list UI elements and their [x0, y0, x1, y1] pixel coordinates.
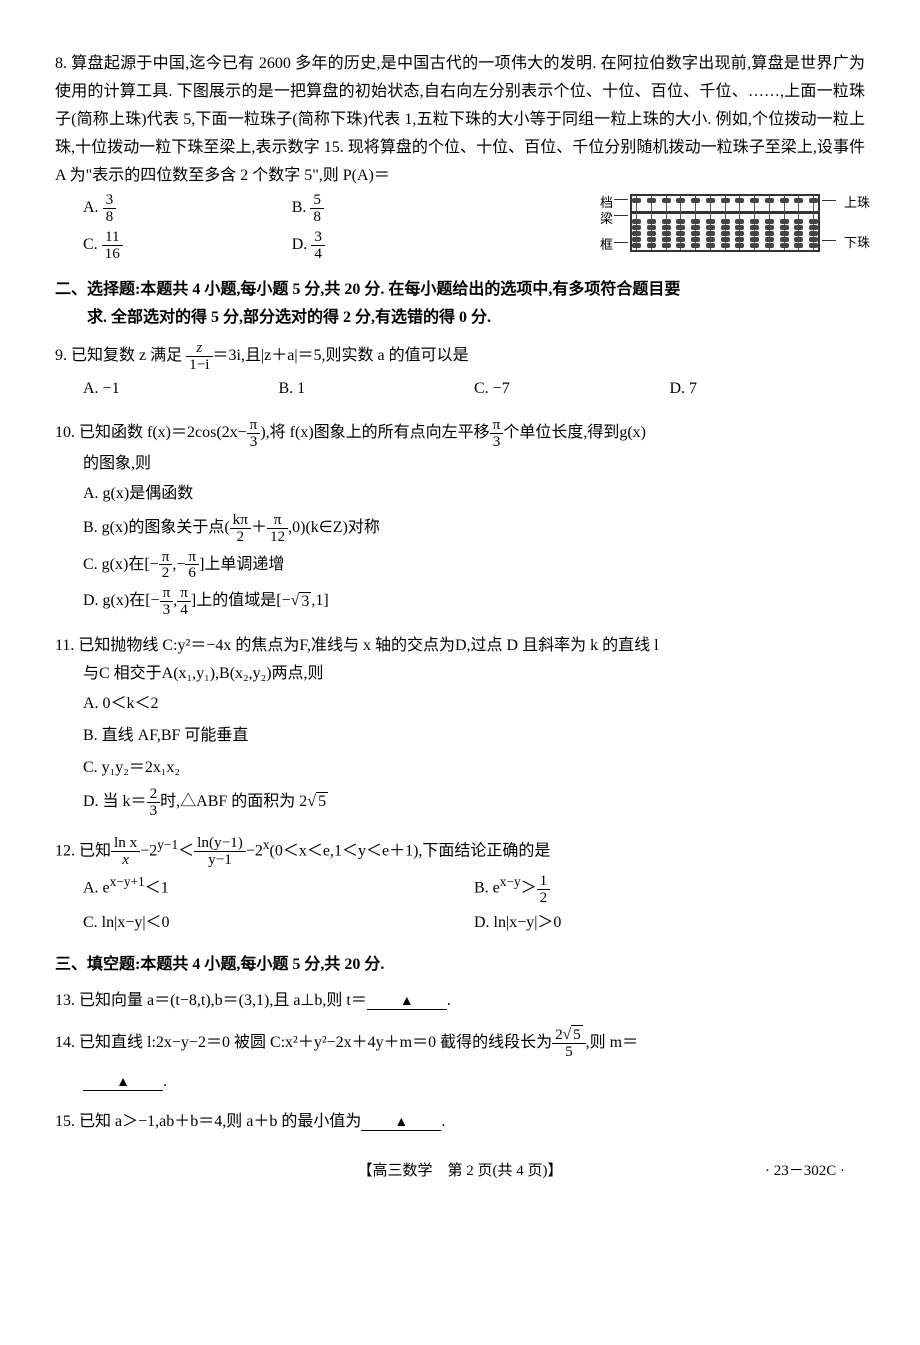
- question-8: 8. 算盘起源于中国,迄今已有 2600 多年的历史,是中国古代的一项伟大的发明…: [55, 50, 865, 264]
- q13-blank: ▲: [367, 993, 447, 1010]
- abacus-diagram: 档 梁 框 上珠 下珠: [600, 192, 865, 256]
- q11-stem1: 11. 已知抛物线 C:y²＝−4x 的焦点为F,准线与 x 轴的交点为D,过点…: [55, 632, 865, 660]
- q10-opt-c: C. g(x)在[−π2,−π6]上单调递增: [83, 547, 865, 584]
- q10-stem: 10. 已知函数 f(x)＝2cos(2x−π3),将 f(x)图象上的所有点向…: [55, 417, 865, 450]
- q9-stem: 9. 已知复数 z 满足 z1−i＝3i,且|z＋a|＝5,则实数 a 的值可以…: [55, 340, 865, 373]
- question-13: 13. 已知向量 a＝(t−8,t),b＝(3,1),且 a⊥b,则 t＝▲.: [55, 987, 865, 1015]
- q12-opt-b: B. ex−y＞12: [474, 868, 865, 907]
- question-9: 9. 已知复数 z 满足 z1−i＝3i,且|z＋a|＝5,则实数 a 的值可以…: [55, 340, 865, 405]
- q14-blank: ▲: [83, 1074, 163, 1091]
- question-11: 11. 已知抛物线 C:y²＝−4x 的焦点为F,准线与 x 轴的交点为D,过点…: [55, 632, 865, 821]
- q10-opt-d: D. g(x)在[−π3,π4]上的值域是[−√3,1]: [83, 583, 865, 620]
- q12-opt-a: A. ex−y+1＜1: [83, 868, 474, 907]
- q9-opt-b: B. 1: [279, 373, 475, 405]
- q15-blank: ▲: [361, 1114, 441, 1131]
- abacus-label-down: 下珠: [844, 232, 870, 255]
- abacus-frame: [630, 194, 820, 252]
- q12-opt-d: D. ln|x−y|＞0: [474, 907, 865, 939]
- question-14: 14. 已知直线 l:2x−y−2＝0 被圆 C:x²＋y²−2x＋4y＋m＝0…: [55, 1027, 865, 1096]
- section-2-header: 二、选择题:本题共 4 小题,每小题 5 分,共 20 分. 在每小题给出的选项…: [55, 276, 865, 332]
- abacus-label-kuang: 框: [600, 234, 613, 257]
- q8-opt-b: B. 58: [292, 190, 501, 227]
- q12-opt-c: C. ln|x−y|＜0: [83, 907, 474, 939]
- page-footer: 【高三数学 第 2 页(共 4 页)】 · 23－302C ·: [55, 1158, 865, 1184]
- q9-opt-d: D. 7: [670, 373, 866, 405]
- q10-opt-b: B. g(x)的图象关于点(kπ2＋π12,0)(k∈Z)对称: [83, 510, 865, 547]
- abacus-label-up: 上珠: [844, 192, 870, 215]
- question-15: 15. 已知 a＞−1,ab＋b＝4,则 a＋b 的最小值为▲.: [55, 1108, 865, 1136]
- q11-stem2: 与C 相交于A(x₁,y₁),B(x₂,y₂)两点,则: [55, 660, 865, 688]
- q12-stem: 12. 已知ln xx−2y−1＜ln(y−1)y−1−2x(0＜x＜e,1＜y…: [55, 833, 865, 868]
- q8-opt-a: A. 38: [83, 190, 292, 227]
- footer-page-info: 【高三数学 第 2 页(共 4 页)】: [215, 1158, 705, 1184]
- q10-opt-a: A. g(x)是偶函数: [83, 478, 865, 510]
- q8-stem: 8. 算盘起源于中国,迄今已有 2600 多年的历史,是中国古代的一项伟大的发明…: [55, 50, 865, 190]
- q8-options-block: A. 38 B. 58 C. 1116 D. 34 档 梁 框 上珠 下珠: [55, 190, 865, 264]
- question-10: 10. 已知函数 f(x)＝2cos(2x−π3),将 f(x)图象上的所有点向…: [55, 417, 865, 621]
- q11-opt-b: B. 直线 AF,BF 可能垂直: [83, 720, 865, 752]
- footer-code: · 23－302C ·: [705, 1158, 845, 1184]
- q8-opt-d: D. 34: [292, 227, 501, 264]
- question-12: 12. 已知ln xx−2y−1＜ln(y−1)y−1−2x(0＜x＜e,1＜y…: [55, 833, 865, 939]
- q9-opt-c: C. −7: [474, 373, 670, 405]
- q8-opt-c: C. 1116: [83, 227, 292, 264]
- section-3-header: 三、填空题:本题共 4 小题,每小题 5 分,共 20 分.: [55, 951, 865, 979]
- q11-opt-a: A. 0＜k＜2: [83, 688, 865, 720]
- q10-stem-cont: 的图象,则: [55, 450, 865, 478]
- abacus-label-liang: 梁: [600, 208, 613, 231]
- q11-opt-c: C. y₁y₂＝2x₁x₂: [83, 752, 865, 784]
- q11-opt-d: D. 当 k＝23时,△ABF 的面积为 2√5: [83, 784, 865, 821]
- q9-opt-a: A. −1: [83, 373, 279, 405]
